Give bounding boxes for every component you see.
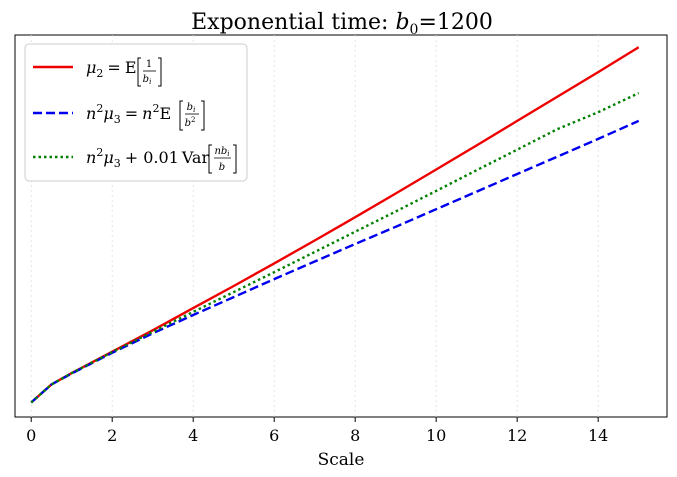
x-axis: 0 2 4 6 8 10 12 14 xyxy=(26,417,608,445)
legend-entry-n2mu3: n2μ3 = n2E bi b2 xyxy=(33,100,205,131)
legend-bracket-left xyxy=(208,144,212,174)
series-layer xyxy=(30,46,640,404)
legend-entry-mu2: μ2 = E 1 bi xyxy=(33,57,162,87)
grid xyxy=(30,35,599,417)
x-tick-label: 6 xyxy=(269,426,279,445)
legend-frac-num: bi xyxy=(187,102,196,114)
legend-bracket-right xyxy=(233,144,237,174)
legend-box xyxy=(24,43,248,182)
x-tick-label: 14 xyxy=(588,426,608,445)
legend-entry-n2mu3-var: n2μ3 + 0.01 Var nbi b xyxy=(33,144,237,174)
legend-bracket-right xyxy=(201,100,205,131)
legend-frac-den: b2 xyxy=(185,116,196,129)
x-tick-label: 4 xyxy=(188,426,198,445)
legend-label-n2mu3-var: n2μ3 + 0.01 Var xyxy=(86,146,209,170)
x-tick-label: 0 xyxy=(26,426,36,445)
x-tick-label: 12 xyxy=(507,426,527,445)
x-tick-label: 8 xyxy=(350,426,360,445)
legend-frac-num: nbi xyxy=(214,146,229,158)
legend: μ2 = E 1 bi n2μ3 = n2E bi b2 n2μ3 + 0.01 Var xyxy=(24,43,248,182)
legend-frac-den: b xyxy=(219,162,225,173)
legend-bracket-left xyxy=(137,57,141,87)
legend-frac-num: 1 xyxy=(146,59,152,70)
legend-frac-den: bi xyxy=(143,74,152,86)
series-line-1 xyxy=(30,119,640,404)
legend-bracket-right xyxy=(158,57,162,87)
x-tick-label: 10 xyxy=(426,426,446,445)
x-tick-label: 2 xyxy=(107,426,117,445)
legend-label-n2mu3: n2μ3 = n2E xyxy=(86,102,171,126)
x-axis-label: Scale xyxy=(318,450,365,470)
legend-bracket-left xyxy=(179,100,183,131)
chart-title: Exponential time: b0=1200 xyxy=(191,10,493,38)
legend-label-mu2: μ2 = E xyxy=(86,58,137,80)
